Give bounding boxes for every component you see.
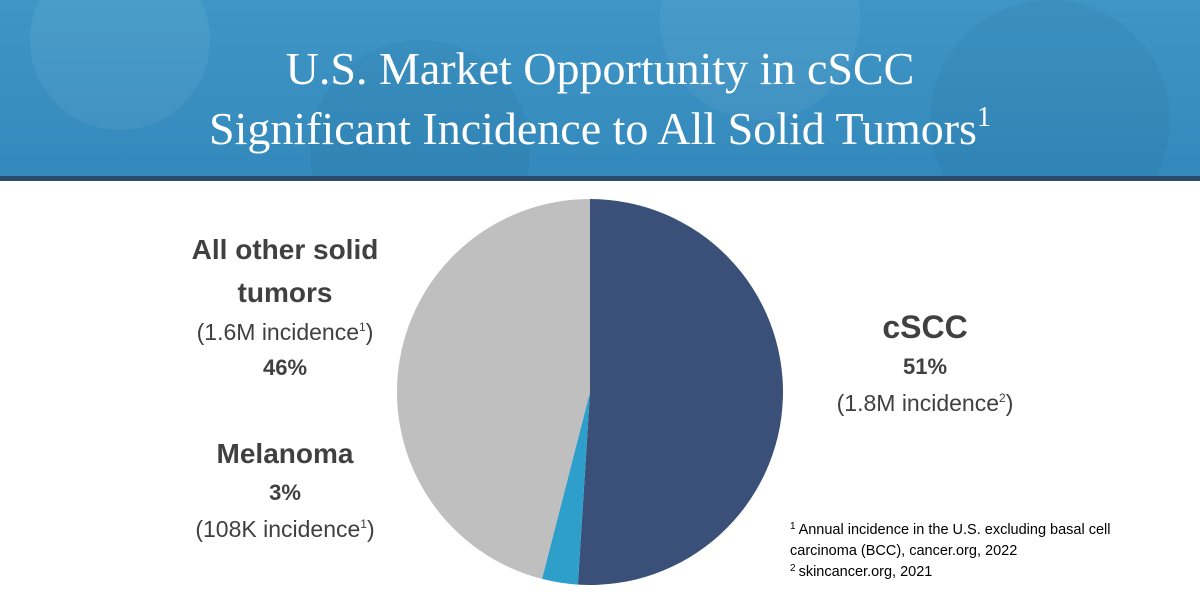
- pie-slice: [542, 392, 590, 585]
- incidence-note: 2: [999, 391, 1006, 405]
- chart-subtitle: Significant Incidence to All Solid Tumor…: [0, 104, 1200, 154]
- footnote-mark: 1: [790, 521, 796, 532]
- label-others: All other solid tumors (1.6M incidence1)…: [180, 228, 390, 386]
- subtitle-text: Significant Incidence to All Solid Tumor…: [209, 103, 977, 154]
- incidence-text: (108K incidence: [195, 516, 361, 542]
- slice-value-label: 51%: [902, 354, 948, 379]
- incidence-note: 1: [359, 320, 366, 334]
- pie-slice: [577, 199, 784, 585]
- label-melanoma: Melanoma 3% (108K incidence1): [160, 432, 410, 547]
- incidence-end: ): [366, 516, 375, 542]
- footnote-text: skincancer.org, 2021: [798, 564, 933, 580]
- incidence-note: 1: [360, 517, 367, 531]
- incidence-text: (1.8M incidence: [836, 390, 999, 416]
- incidence-end: ): [1005, 390, 1014, 416]
- footnote-text: Annual incidence in the U.S. excluding b…: [790, 522, 1111, 559]
- slice-name: cSCC: [882, 309, 968, 345]
- header-rule: [0, 176, 1200, 181]
- chart-title: U.S. Market Opportunity in cSCC: [285, 43, 915, 94]
- slice-value-label: 46%: [262, 355, 308, 380]
- label-cscc: cSCC 51% (1.8M incidence2): [800, 306, 1050, 421]
- footnote: 2 skincancer.org, 2021: [790, 562, 1160, 583]
- header: U.S. Market Opportunity in cSCC Signific…: [0, 0, 1200, 176]
- pie-slice: [397, 199, 590, 579]
- incidence-text: (1.6M incidence: [196, 319, 359, 345]
- slice-name: All other solid tumors: [191, 234, 379, 308]
- slice-incidence: (108K incidence1): [160, 511, 410, 547]
- incidence-end: ): [365, 319, 374, 345]
- subtitle-note: 1: [976, 102, 991, 133]
- slice-value-label: 3%: [269, 480, 301, 505]
- footnotes: 1 Annual incidence in the U.S. excluding …: [790, 520, 1160, 583]
- footnote: 1 Annual incidence in the U.S. excluding …: [790, 520, 1160, 562]
- slice-name: Melanoma: [216, 438, 354, 469]
- slice-incidence: (1.6M incidence1): [180, 314, 390, 350]
- footnote-mark: 2: [790, 563, 796, 574]
- slice-incidence: (1.8M incidence2): [800, 385, 1050, 421]
- header-texture: [30, 0, 1170, 176]
